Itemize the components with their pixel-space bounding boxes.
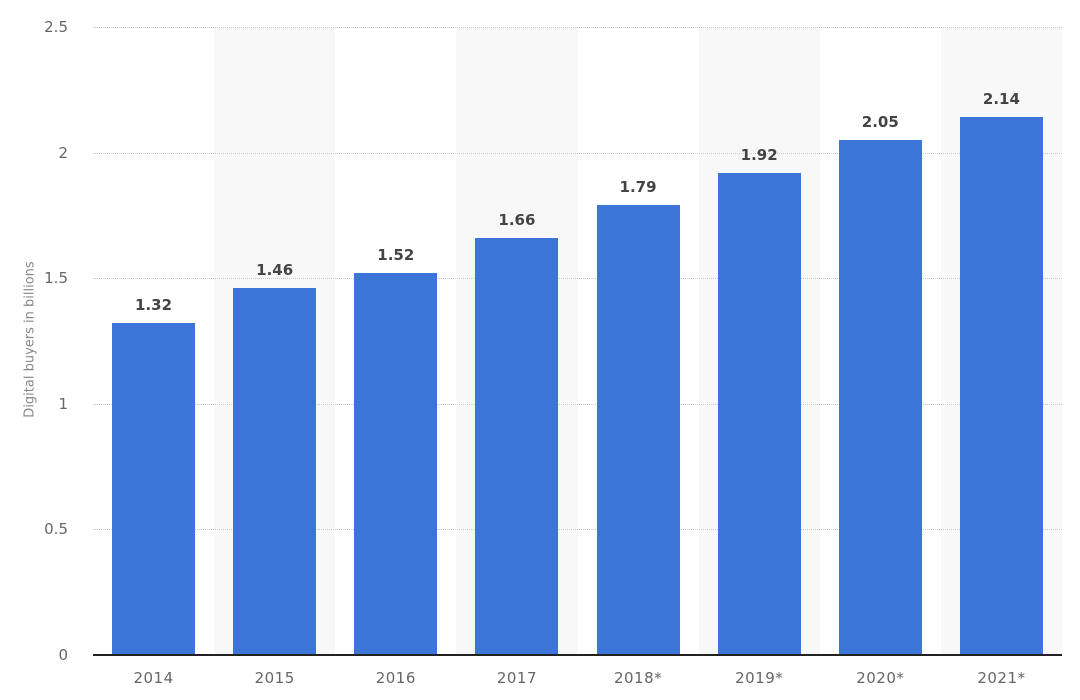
y-tick-label: 1.5: [44, 269, 68, 288]
y-tick-label: 2: [58, 143, 68, 162]
bar-2015: [233, 288, 317, 655]
x-axis-line: [93, 654, 1062, 656]
x-tick-label: 2020*: [856, 669, 905, 687]
bar-2020: [838, 140, 922, 655]
bar-value-label: 1.52: [377, 246, 415, 265]
bar-value-label: 1.66: [498, 211, 536, 229]
gridline: [93, 27, 1062, 28]
x-tick-label: 2021*: [977, 669, 1026, 687]
gridline: [93, 529, 1062, 531]
y-axis-title: Digital buyers in billions: [22, 261, 38, 418]
bar-value-label: 1.46: [256, 261, 294, 280]
bar-value-label: 2.14: [982, 90, 1020, 109]
y-tick-label: 0.5: [44, 520, 68, 539]
x-tick-label: 2014: [133, 669, 174, 687]
y-tick-label: 2.5: [44, 18, 68, 36]
gridline: [93, 152, 1062, 154]
bar-2017: [475, 238, 559, 655]
bar-2016: [354, 273, 438, 655]
x-tick-label: 2017: [496, 669, 538, 687]
gridline: [93, 403, 1062, 405]
gridline: [93, 278, 1062, 280]
bar-value-label: 1.92: [740, 145, 778, 164]
x-tick-label: 2015: [254, 669, 295, 687]
bar-value-label: 2.05: [861, 113, 899, 132]
x-tick-label: 2016: [375, 669, 416, 687]
x-tick-label: 2019*: [735, 669, 784, 687]
bar-2019: [717, 172, 801, 655]
bar-2014: [112, 323, 196, 655]
bar-2021: [959, 117, 1043, 655]
y-tick-label: 1: [58, 394, 68, 413]
x-tick-label: 2018*: [613, 669, 663, 687]
bar-value-label: 1.32: [135, 296, 173, 315]
bar-2018: [596, 205, 680, 655]
bar-value-label: 1.79: [619, 178, 657, 197]
y-tick-label: 0: [58, 646, 68, 664]
